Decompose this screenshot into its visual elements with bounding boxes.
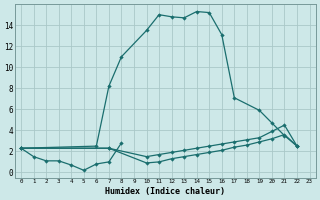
X-axis label: Humidex (Indice chaleur): Humidex (Indice chaleur) (105, 187, 225, 196)
